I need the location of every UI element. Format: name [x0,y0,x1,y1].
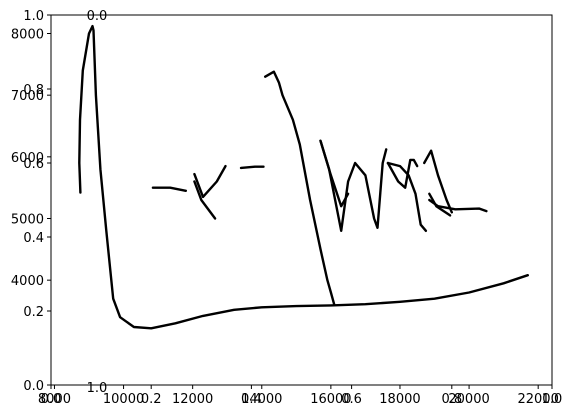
tick-labels: 8000 10000 12000 14000 16000 18000 20000 22000 4… [11,9,562,407]
overlay-y-tick-label: 0.8 [23,83,44,98]
series-0-segment-0 [78,24,529,330]
x-tick-label: 18000 [379,392,420,407]
x-tick-label: 22000 [517,392,558,407]
stray-bottom-label: 1.0 [87,381,108,396]
series-0-segment-2 [193,180,217,220]
series-0-segment-12 [423,149,453,214]
series-0-segment-4 [239,165,265,170]
axis-ticks [47,14,553,389]
overlay-y-tick-label: 0.4 [23,231,44,246]
x-tick-label: 12000 [172,392,213,407]
overlay-x-tick-label: 1.0 [542,392,563,407]
overlay-y-tick-label: 0.0 [23,379,44,394]
series-0-segment-7 [319,139,350,208]
series-0-segment-6 [319,139,388,232]
series-0-segment-1 [151,186,187,192]
y-tick-label: 5000 [11,213,44,228]
axes-background [51,15,552,385]
series-0-segment-5 [264,70,336,306]
overlay-y-tick-label: 1.0 [23,9,44,24]
y-tick-label: 7000 [11,89,44,104]
y-tick-label: 6000 [11,151,44,166]
y-tick-label: 8000 [11,28,44,43]
overlay-x-tick-label: 0.0 [41,392,62,407]
x-tick-label: 20000 [448,392,489,407]
series-0-segment-9 [386,161,428,232]
series-0-segment-11 [428,198,488,213]
overlay-x-tick-label: 0.8 [441,392,462,407]
y-tick-label: 4000 [11,274,44,289]
overlay-y-tick-label: 0.2 [23,305,44,320]
series-0-segment-3 [193,164,227,199]
overlay-x-tick-label: 0.6 [341,392,362,407]
overlay-x-tick-label: 0.2 [141,392,162,407]
x-tick-label: 10000 [103,392,144,407]
stray-top-label: 0.0 [87,9,108,24]
x-tick-label: 16000 [310,392,351,407]
series-traces [78,24,529,330]
overlay-x-tick-label: 0.4 [241,392,262,407]
overlay-y-tick-label: 0.6 [23,157,44,172]
x-tick-label: 14000 [241,392,282,407]
axes-frame [50,14,553,386]
x-tick-label: 8000 [38,392,71,407]
